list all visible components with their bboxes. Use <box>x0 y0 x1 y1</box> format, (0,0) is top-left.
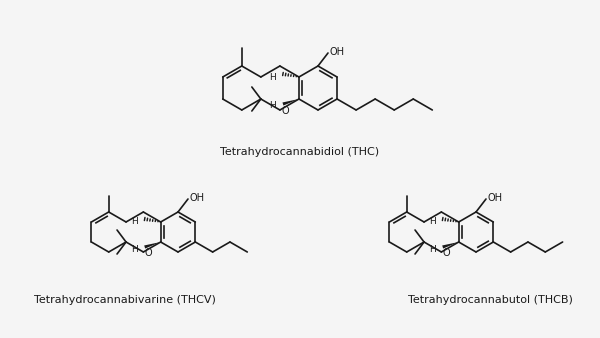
Text: H: H <box>269 72 276 81</box>
Text: Tetrahydrocannabidiol (THC): Tetrahydrocannabidiol (THC) <box>220 147 380 157</box>
Text: OH: OH <box>329 47 344 57</box>
Text: H: H <box>131 244 137 254</box>
Text: O: O <box>145 248 152 258</box>
Polygon shape <box>283 99 299 105</box>
Polygon shape <box>442 242 458 248</box>
Text: Tetrahydrocannabivarine (THCV): Tetrahydrocannabivarine (THCV) <box>34 295 216 305</box>
Text: OH: OH <box>190 193 205 203</box>
Text: H: H <box>269 101 276 111</box>
Text: H: H <box>131 217 137 226</box>
Text: O: O <box>281 106 289 116</box>
Text: OH: OH <box>487 193 503 203</box>
Polygon shape <box>144 242 161 248</box>
Text: O: O <box>443 248 450 258</box>
Text: H: H <box>429 244 436 254</box>
Text: Tetrahydrocannabutol (THCB): Tetrahydrocannabutol (THCB) <box>407 295 572 305</box>
Text: H: H <box>429 217 436 226</box>
